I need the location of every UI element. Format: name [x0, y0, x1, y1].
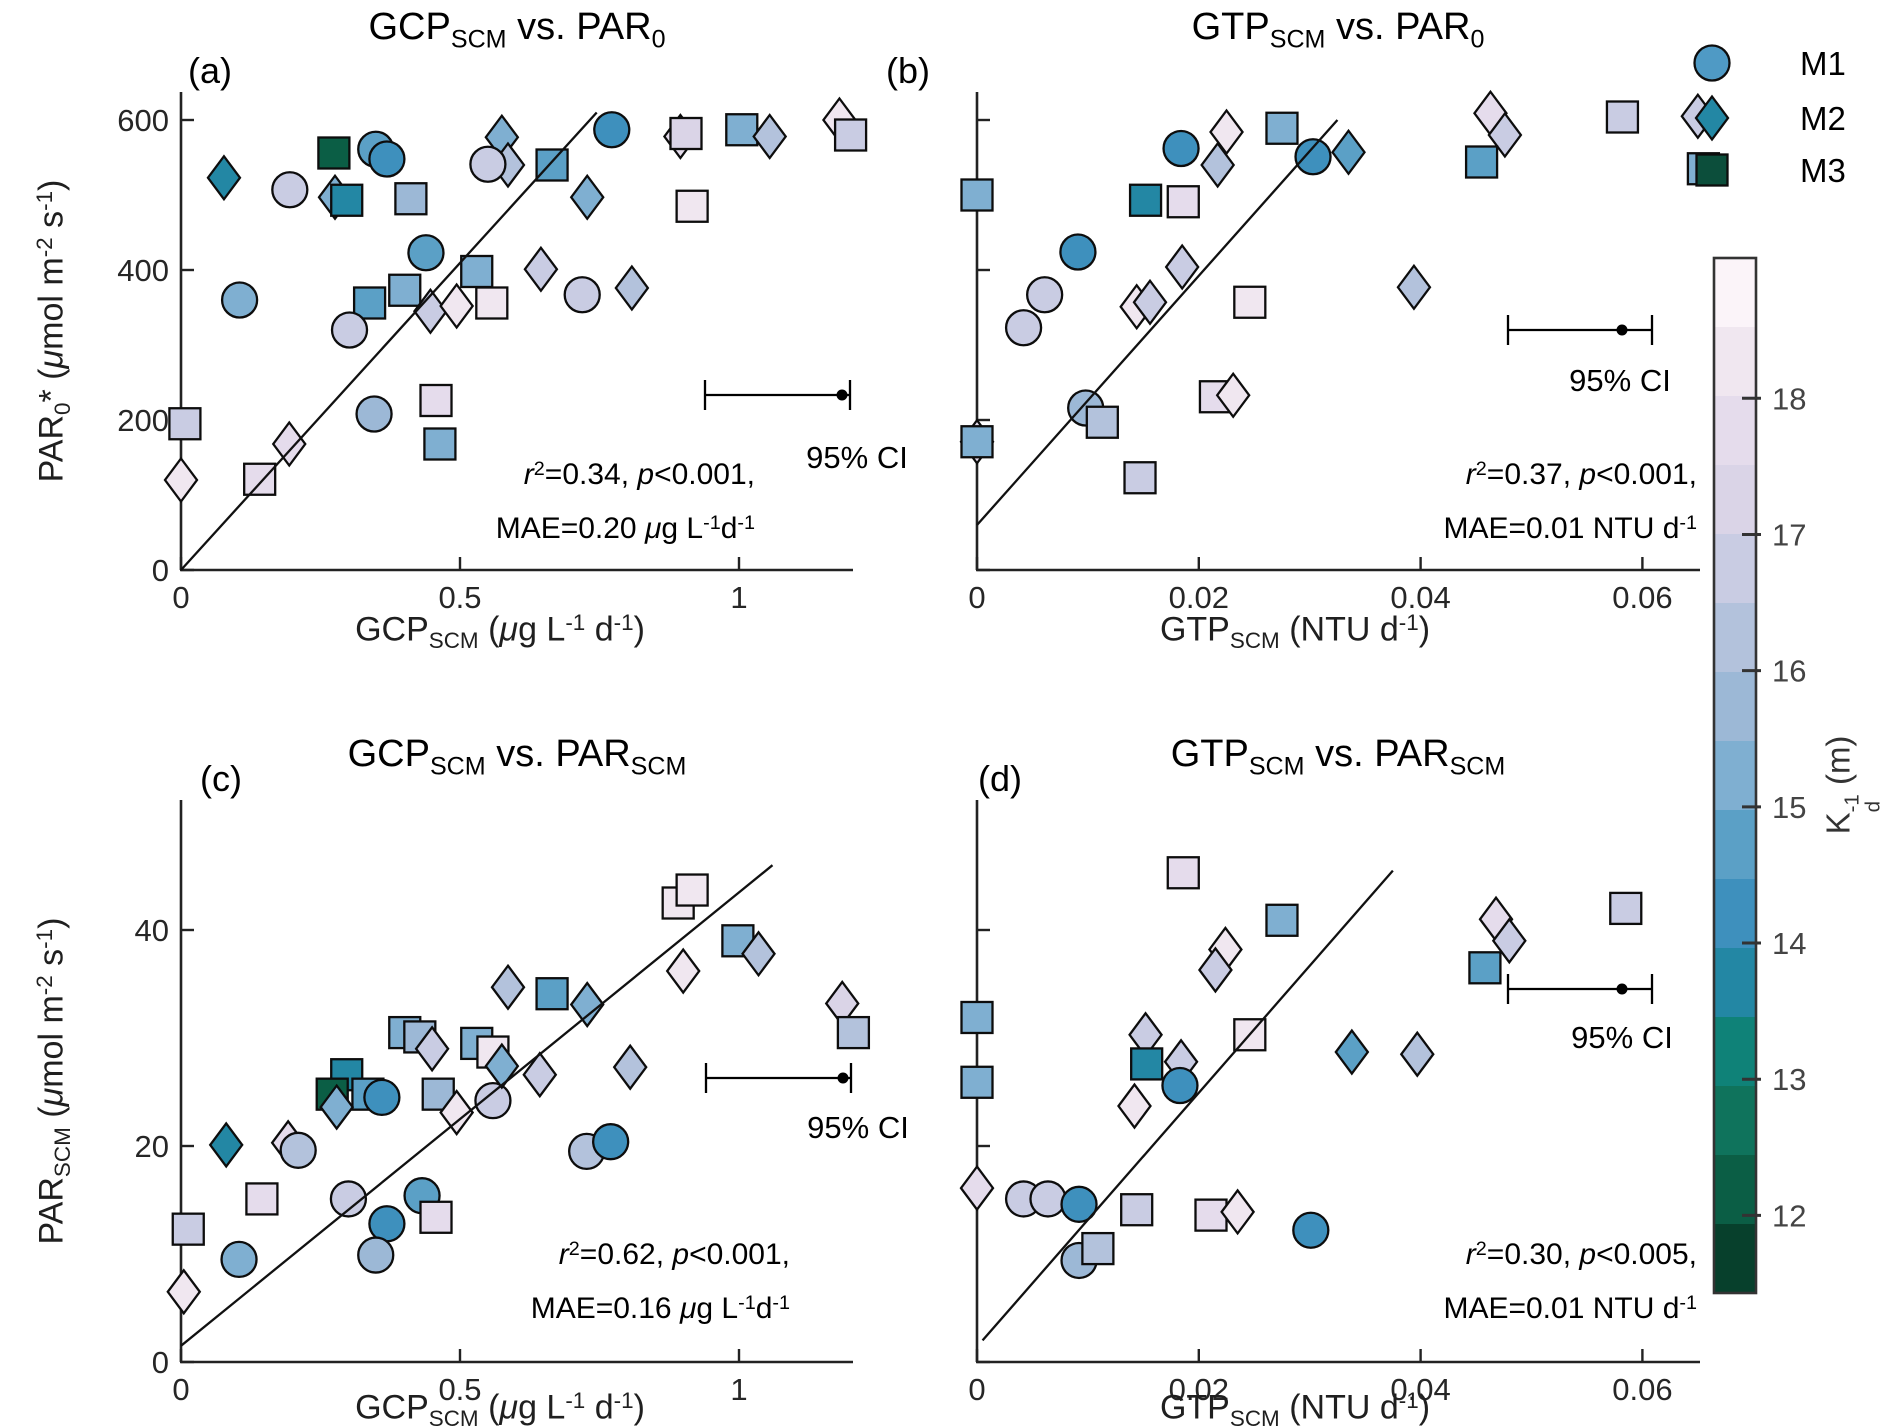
- legend-label-m2: M2: [1800, 100, 1846, 137]
- colorbar-label: K -1 d (m): [1819, 735, 1885, 835]
- legend-label-m1: M1: [1800, 45, 1846, 82]
- x-axis-label-gtp-top: GTPSCM (NTU d-1): [1159, 610, 1431, 653]
- panel-d-ci-label: 95% CI: [1571, 1020, 1673, 1055]
- svg-text:0.5: 0.5: [438, 580, 481, 615]
- colorbar-tick-18: 18: [1772, 381, 1806, 416]
- x-axis-label-gcp-top: GCPSCM (μg L-1 d-1): [355, 610, 645, 653]
- colorbar: 18 17 16 15 14 13 12: [1712, 256, 1806, 1295]
- panel-b-ci-bar: [1506, 315, 1654, 345]
- panel-c-markers: [166, 873, 871, 1316]
- panel-a-fit-line: [180, 111, 598, 571]
- panel-b-markers: [959, 89, 1721, 495]
- panel-d: 0 0.02 0.04 0.06: [959, 800, 1700, 1407]
- colorbar-tick-15: 15: [1772, 790, 1806, 825]
- panel-d-fit-line: [981, 869, 1394, 1342]
- y-axis-label-top: PAR0* (μmol m-2 s-1): [32, 179, 75, 483]
- panel-d-letter: (d): [978, 758, 1022, 799]
- panel-a-ci-bar: [703, 380, 852, 410]
- svg-text:0: 0: [968, 580, 985, 615]
- panel-b-letter: (b): [886, 50, 930, 91]
- svg-text:0.04: 0.04: [1390, 580, 1450, 615]
- panel-c-title: GCPSCM vs. PARSCM: [347, 733, 687, 781]
- panel-b-ci-label: 95% CI: [1569, 363, 1671, 398]
- legend-markers: [1693, 44, 1731, 187]
- panel-d-markers: [959, 856, 1643, 1280]
- svg-text:0.06: 0.06: [1612, 580, 1672, 615]
- panel-c-letter: (c): [200, 758, 242, 799]
- svg-text:20: 20: [135, 1129, 169, 1164]
- panel-c-ci-label: 95% CI: [807, 1110, 909, 1145]
- panel-a-markers: [163, 96, 868, 504]
- panel-d-ci-bar: [1506, 974, 1654, 1004]
- panel-c-fit-line: [180, 864, 774, 1347]
- panel-d-title: GTPSCM vs. PARSCM: [1170, 733, 1506, 781]
- panel-b-fit-line: [976, 119, 1339, 526]
- x-axis-label-gcp-bottom: GCPSCM (μg L-1 d-1): [355, 1388, 645, 1426]
- panel-b-title: GTPSCM vs. PAR0: [1191, 6, 1485, 54]
- svg-text:0: 0: [152, 1345, 169, 1380]
- legend-label-m3: M3: [1800, 152, 1846, 189]
- svg-text:0.02: 0.02: [1169, 580, 1229, 615]
- panel-c-mae: MAE=0.16 μg L-1d-1: [530, 1292, 790, 1326]
- colorbar-tick-14: 14: [1772, 926, 1806, 961]
- svg-text:0.06: 0.06: [1612, 1372, 1672, 1407]
- panel-a: 0 0.5 1 0 200 400 600: [117, 92, 868, 615]
- colorbar-tick-16: 16: [1772, 654, 1806, 689]
- panel-a-ci-label: 95% CI: [806, 440, 908, 475]
- svg-text:1: 1: [730, 1372, 747, 1407]
- svg-text:0.04: 0.04: [1390, 1372, 1450, 1407]
- panel-b-mae: MAE=0.01 NTU d-1: [1443, 512, 1697, 546]
- svg-text:0.02: 0.02: [1169, 1372, 1229, 1407]
- svg-text:200: 200: [117, 403, 169, 438]
- panel-c: 0 0.5 1 0 20 40: [135, 800, 871, 1407]
- panel-a-mae: MAE=0.20 μg L-1d-1: [495, 512, 755, 546]
- svg-text:40: 40: [135, 913, 169, 948]
- panel-c-r2: r2=0.62, p<0.001,: [558, 1238, 790, 1272]
- svg-text:0: 0: [152, 553, 169, 588]
- svg-text:0: 0: [172, 1372, 189, 1407]
- panel-a-letter: (a): [188, 50, 232, 91]
- panel-a-title: GCPSCM vs. PAR0: [368, 6, 666, 54]
- panel-d-mae: MAE=0.01 NTU d-1: [1443, 1292, 1697, 1326]
- panel-b-r2: r2=0.37, p<0.001,: [1465, 458, 1697, 492]
- colorbar-tick-12: 12: [1772, 1198, 1806, 1233]
- svg-text:0: 0: [172, 580, 189, 615]
- svg-text:0.5: 0.5: [438, 1372, 481, 1407]
- svg-text:400: 400: [117, 253, 169, 288]
- panel-b: 0 0.02 0.04 0.06: [959, 89, 1721, 615]
- panel-c-ci-bar: [704, 1063, 853, 1093]
- y-axis-label-bottom: PARSCM (μmol m-2 s-1): [32, 917, 75, 1245]
- svg-text:0: 0: [968, 1372, 985, 1407]
- colorbar-tick-17: 17: [1772, 517, 1806, 552]
- svg-text:1: 1: [730, 580, 747, 615]
- x-axis-label-gtp-bottom: GTPSCM (NTU d-1): [1159, 1388, 1431, 1426]
- panel-d-r2: r2=0.30, p<0.005,: [1465, 1238, 1697, 1272]
- panel-a-r2: r2=0.34, p<0.001,: [523, 458, 755, 492]
- svg-text:600: 600: [117, 103, 169, 138]
- colorbar-tick-13: 13: [1772, 1062, 1806, 1097]
